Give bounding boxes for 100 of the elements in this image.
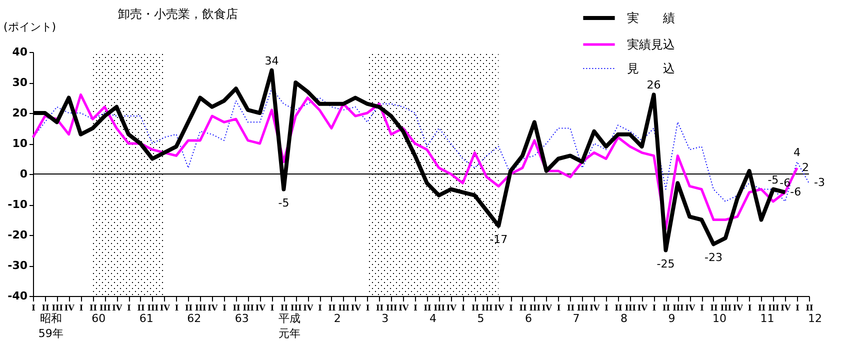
x-tick-label: II xyxy=(519,302,527,312)
x-tick-label: II xyxy=(42,302,50,312)
text: 2 xyxy=(334,312,341,325)
x-tick-label: I xyxy=(652,302,656,312)
text: 7 xyxy=(572,312,580,325)
x-tick-label: II xyxy=(614,302,622,312)
text: 平成元年 xyxy=(278,312,301,340)
x-tick-label: III xyxy=(52,302,64,312)
legend-label: 実績見込 xyxy=(627,38,675,52)
text: 3 xyxy=(382,312,389,325)
y-tick-label: -40 xyxy=(8,290,28,302)
x-tick-label: II xyxy=(758,302,766,312)
x-tick-label: III xyxy=(529,302,541,312)
x-tick-label: IV xyxy=(685,302,696,312)
x-tick-label: I xyxy=(556,302,561,312)
x-tick-label: I xyxy=(127,302,132,312)
x-tick-label: III xyxy=(434,302,446,312)
y-tick-label: -20 xyxy=(8,228,28,242)
x-tick-label: IV xyxy=(542,302,553,312)
x-tick-label: I xyxy=(461,302,466,312)
x-tick-label: IV xyxy=(160,302,171,312)
x-tick-label: III xyxy=(147,302,159,312)
x-tick-label: II xyxy=(89,302,98,312)
x-tick-label: IV xyxy=(112,302,123,312)
text: 62 xyxy=(187,312,202,325)
text: 6 xyxy=(524,312,532,325)
x-tick-label: I xyxy=(748,302,752,312)
x-tick-label: III xyxy=(338,302,350,312)
y-tick-label: 20 xyxy=(12,106,28,120)
x-tick-label: I xyxy=(509,302,514,312)
x-tick-label: IV xyxy=(208,302,218,312)
x-tick-label: IV xyxy=(64,302,76,312)
x-tick-label: II xyxy=(184,302,193,312)
x-tick-label: I xyxy=(222,302,227,312)
text: 4 xyxy=(429,312,436,325)
x-tick-label: I xyxy=(366,302,370,312)
legend-label: 見 込 xyxy=(627,62,675,76)
data-label: -3 xyxy=(814,176,825,190)
text: 昭和59年 xyxy=(38,312,64,340)
text: 60 xyxy=(92,312,106,325)
x-tick-label: I xyxy=(318,302,322,312)
x-tick-label: I xyxy=(414,302,418,312)
text: 5 xyxy=(477,312,484,325)
x-tick-label: II xyxy=(710,302,718,312)
x-tick-label: IV xyxy=(446,302,458,312)
x-tick-label: II xyxy=(662,302,670,312)
x-tick-label: IV xyxy=(637,302,648,312)
x-tick-label: IV xyxy=(255,302,266,312)
x-tick-label: IV xyxy=(590,302,600,312)
x-tick-label: I xyxy=(796,302,800,312)
x-tick-label: I xyxy=(700,302,704,312)
x-tick-label: III xyxy=(482,302,494,312)
y-tick-label: 40 xyxy=(12,46,28,58)
x-tick-label: III xyxy=(386,302,398,312)
x-tick-label: II xyxy=(328,302,336,312)
x-tick-label: I xyxy=(604,302,609,312)
x-tick-label: IV xyxy=(398,302,410,312)
x-tick-label: III xyxy=(195,302,207,312)
x-tick-label: I xyxy=(174,302,179,312)
data-label: -5 xyxy=(278,196,290,210)
x-tick-label: III xyxy=(290,302,302,312)
x-tick-label: II xyxy=(424,302,432,312)
data-label: 2 xyxy=(802,160,810,174)
y-axis-title: (ポイント) xyxy=(4,20,56,34)
x-tick-label: IV xyxy=(350,302,362,312)
x-tick-label: III xyxy=(242,302,254,312)
text: 63 xyxy=(234,312,249,325)
x-tick-label: III xyxy=(100,302,111,312)
x-tick-label: II xyxy=(137,302,145,312)
x-tick-label: IV xyxy=(780,302,792,312)
data-label: -5 xyxy=(768,173,779,186)
data-label: 34 xyxy=(264,54,279,68)
data-label: -17 xyxy=(490,232,508,246)
y-tick-label: -30 xyxy=(8,259,28,272)
x-tick-label: IV xyxy=(494,302,505,312)
x-tick-label: II xyxy=(280,302,288,312)
x-tick-label: II xyxy=(806,302,814,312)
x-tick-label: II xyxy=(566,302,575,312)
x-tick-label: I xyxy=(32,302,36,312)
data-label: 26 xyxy=(646,78,661,92)
legend-label: 実 績 xyxy=(627,11,675,25)
y-tick-label: 0 xyxy=(20,168,28,180)
x-tick-label: III xyxy=(768,302,780,312)
x-tick-label: III xyxy=(720,302,732,312)
x-tick-label: III xyxy=(672,302,684,312)
x-tick-label: I xyxy=(79,302,84,312)
x-tick-label: IV xyxy=(732,302,744,312)
data-label: -25 xyxy=(656,257,675,270)
x-tick-label: III xyxy=(577,302,589,312)
text: 10 xyxy=(712,312,726,325)
text: 12 xyxy=(808,312,822,325)
y-tick-label: -10 xyxy=(8,198,28,211)
x-tick-label: I xyxy=(270,302,274,312)
y-tick-label: 30 xyxy=(12,76,28,89)
x-tick-label: IV xyxy=(303,302,314,312)
chart-title: 卸売・小売業，飲食店 xyxy=(118,7,238,21)
data-label: 4 xyxy=(794,146,801,159)
x-tick-label: II xyxy=(376,302,384,312)
data-label: -23 xyxy=(704,251,722,264)
y-tick-label: 10 xyxy=(12,137,28,150)
